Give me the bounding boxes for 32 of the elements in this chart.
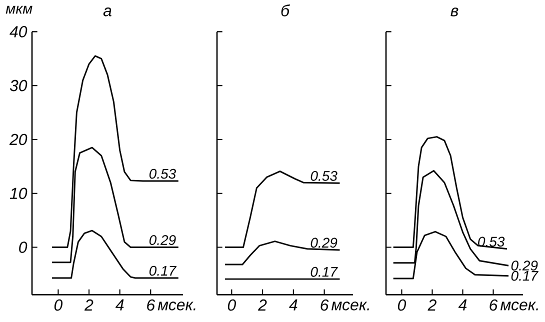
series-label: 0.17 (310, 267, 338, 277)
y-tick-label: 20 (9, 134, 28, 146)
y-tick-label: 40 (10, 26, 28, 38)
x-tick-label: 0 (228, 300, 236, 311)
chart-title: в (450, 8, 458, 16)
y-tick-label: 0 (19, 242, 28, 254)
x-axis-title: мсек. (332, 302, 369, 311)
x-tick-label: 6 (320, 300, 329, 311)
series-label: 0.29 (149, 235, 176, 246)
x-tick-label: 4 (289, 300, 298, 311)
x-tick-label: 2 (428, 300, 436, 311)
x-axis-title: мсек. (500, 302, 538, 311)
y-tick-label: 30 (10, 80, 28, 92)
series-label: 0.53 (149, 168, 176, 179)
x-tick-label: 2 (258, 300, 267, 311)
x-tick-label: 4 (458, 300, 467, 311)
series-label: 0.29 (511, 260, 538, 271)
chart-title: а (103, 8, 112, 16)
x-axis-title: мсек. (158, 302, 196, 311)
series-label: 0.17 (511, 271, 538, 281)
y-axis-title: мкм (6, 6, 32, 14)
x-tick-label: 0 (398, 300, 406, 311)
series-label: 0.17 (149, 266, 177, 276)
x-tick-label: 6 (147, 300, 156, 311)
y-tick-label: 10 (10, 188, 28, 200)
x-tick-label: 4 (115, 300, 124, 311)
x-tick-label: 0 (54, 300, 63, 311)
series-label: 0.29 (310, 238, 338, 248)
x-tick-label: 2 (84, 300, 94, 311)
x-tick-label: 6 (490, 300, 498, 311)
chart-title: б (281, 4, 290, 16)
series-label: 0.53 (310, 171, 338, 182)
